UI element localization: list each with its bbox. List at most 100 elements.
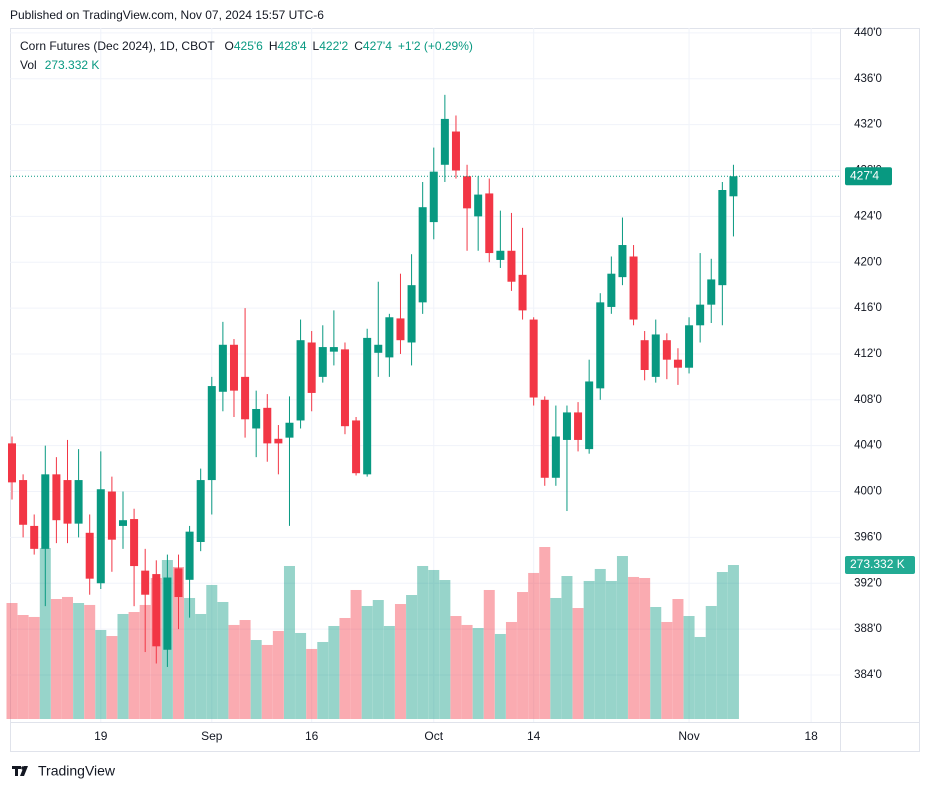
candle-body: [440, 118, 449, 165]
candle-body: [285, 422, 294, 438]
candle-body: [30, 525, 39, 549]
frame: [10, 28, 920, 752]
volume-bar: [394, 604, 406, 719]
volume-bar: [6, 603, 18, 719]
volume-bar: [317, 641, 329, 719]
volume-bar: [261, 644, 273, 719]
candle-body: [152, 574, 161, 647]
candle-body: [352, 420, 361, 474]
candle-body: [130, 519, 139, 567]
volume-bar: [505, 621, 517, 719]
candle-body: [307, 342, 316, 393]
candle-body: [41, 474, 50, 549]
volume-bar: [583, 580, 595, 719]
y-tick-label: 388'0: [854, 623, 882, 635]
candle-body: [218, 344, 227, 392]
volume-bar: [716, 572, 728, 719]
y-tick-label: 424'0: [854, 210, 882, 222]
candle-body: [196, 480, 205, 542]
volume-bar: [406, 595, 418, 719]
candle-body: [685, 325, 694, 368]
volume-bar: [616, 556, 628, 719]
candle-body: [185, 531, 194, 580]
volume-bar: [50, 599, 62, 719]
candle-body: [485, 193, 494, 254]
volume-layer: [6, 547, 739, 719]
ohlc-key: O: [225, 39, 234, 53]
x-tick-label: 18: [804, 729, 818, 743]
footer-logo: TradingView: [12, 763, 116, 779]
candle-body: [107, 491, 116, 540]
candle-body: [96, 489, 105, 584]
candle-body: [318, 347, 327, 377]
x-tick-label: 14: [527, 729, 541, 743]
volume-bar: [650, 607, 662, 719]
candle-body: [174, 568, 183, 598]
volume-bar: [106, 636, 118, 719]
candle-body: [596, 302, 605, 389]
volume-bar: [694, 636, 706, 719]
x-tick-label: 16: [305, 729, 319, 743]
candle-body: [507, 250, 516, 282]
volume-bar: [250, 640, 262, 719]
x-tick-label: Nov: [678, 729, 699, 743]
brand: TradingView: [38, 763, 116, 779]
volume-bar: [550, 597, 562, 719]
volume-bar: [95, 629, 107, 719]
volume-bar: [528, 572, 540, 719]
candle-body: [662, 340, 671, 360]
change: +1'2 (+0.29%): [398, 39, 473, 53]
candle-body: [529, 319, 538, 398]
y-tick-label: 440'0: [854, 27, 882, 39]
volume-value: 273.332 K: [45, 58, 100, 72]
y-tick-label: 408'0: [854, 394, 882, 406]
volume-bar: [17, 615, 29, 719]
volume-bar: [483, 589, 495, 719]
last-volume-label: 273.332 K: [850, 557, 905, 571]
volume-bar: [350, 589, 362, 719]
published-note: Published on TradingView.com, Nov 07, 20…: [10, 8, 324, 22]
volume-bar: [661, 621, 673, 719]
candle-body: [229, 344, 238, 391]
candle-body: [729, 176, 738, 197]
ohlc-value: 428'4: [278, 39, 307, 53]
candle-body: [540, 399, 549, 478]
volume-bar: [328, 625, 340, 719]
volume-bar: [683, 616, 695, 719]
volume-bar: [461, 624, 473, 719]
candle-body: [463, 176, 472, 209]
candle-body: [518, 274, 527, 311]
volume-bar: [439, 580, 451, 719]
volume-key: Vol: [20, 58, 37, 72]
volume-bar: [594, 568, 606, 719]
y-tick-label: 400'0: [854, 486, 882, 498]
y-tick-label: 384'0: [854, 669, 882, 681]
volume-bar: [561, 576, 573, 719]
candle-body: [496, 250, 505, 260]
candle-body: [263, 407, 272, 444]
volume-bar: [539, 547, 551, 719]
candle-body: [607, 273, 616, 307]
candle-body: [52, 474, 61, 521]
last-price-box: [845, 167, 892, 186]
y-tick-label: 436'0: [854, 73, 882, 85]
ohlc-key: H: [269, 39, 278, 53]
candle-body: [7, 443, 16, 483]
candle-body: [474, 194, 483, 217]
candle-body: [118, 520, 127, 526]
logo-dot: [21, 766, 25, 770]
volume-bar: [727, 565, 739, 719]
volume-bar: [672, 599, 684, 719]
volume-bar: [639, 577, 651, 719]
volume-bar: [184, 597, 196, 719]
candle-body: [574, 412, 583, 440]
volume-bar: [428, 569, 440, 719]
candle-layer: [7, 94, 738, 667]
volume-bar: [417, 565, 429, 719]
candle-body: [385, 317, 394, 358]
volume-bar: [572, 608, 584, 719]
volume-bar: [206, 584, 218, 719]
volume-bar: [84, 604, 96, 719]
volume-bar: [239, 620, 251, 719]
